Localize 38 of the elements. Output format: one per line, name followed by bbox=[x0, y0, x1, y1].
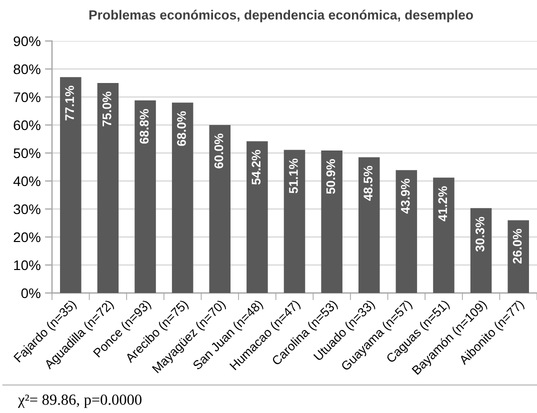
bar bbox=[246, 141, 268, 293]
y-tick-label: 40% bbox=[13, 176, 40, 186]
data-label: 51.1% bbox=[289, 158, 298, 194]
bar bbox=[134, 100, 156, 293]
bar bbox=[433, 178, 454, 293]
y-tick-label: 20% bbox=[14, 232, 40, 242]
y-tick-label: 30% bbox=[14, 204, 40, 214]
bar bbox=[321, 150, 342, 293]
data-label: 50.9% bbox=[326, 159, 336, 194]
data-label: 30.3% bbox=[476, 216, 484, 252]
bar bbox=[508, 220, 529, 293]
data-label: 75.0% bbox=[102, 92, 112, 126]
y-tick-label: 60% bbox=[14, 120, 40, 130]
bar bbox=[97, 83, 119, 293]
data-label: 54.2% bbox=[252, 150, 261, 185]
bar bbox=[172, 102, 194, 293]
data-label: 68.8% bbox=[140, 109, 149, 144]
text: χ²= 89.86, p=0.0000 bbox=[18, 394, 142, 408]
bar bbox=[209, 125, 231, 293]
y-tick-label: 10% bbox=[14, 260, 40, 270]
data-label: 48.5% bbox=[364, 166, 372, 201]
chart-title: Problemas económicos, dependencia económica, desempleo bbox=[89, 10, 473, 22]
bar bbox=[284, 150, 306, 293]
bar bbox=[60, 77, 82, 293]
data-label: 26.0% bbox=[512, 228, 522, 264]
bar bbox=[358, 157, 380, 293]
y-tick-label: 0% bbox=[21, 288, 40, 298]
data-label: 60.0% bbox=[214, 134, 224, 168]
data-label: 43.9% bbox=[400, 178, 410, 214]
bar bbox=[396, 170, 418, 293]
data-label: 41.2% bbox=[438, 186, 448, 222]
data-label: 68.0% bbox=[177, 111, 186, 146]
data-label: 77.1% bbox=[65, 86, 74, 120]
y-tick-label: 90% bbox=[14, 36, 40, 46]
y-tick-label: 70% bbox=[14, 92, 40, 102]
y-tick-label: 80% bbox=[14, 64, 40, 74]
bar bbox=[470, 208, 492, 293]
y-tick-label: 50% bbox=[14, 148, 40, 158]
